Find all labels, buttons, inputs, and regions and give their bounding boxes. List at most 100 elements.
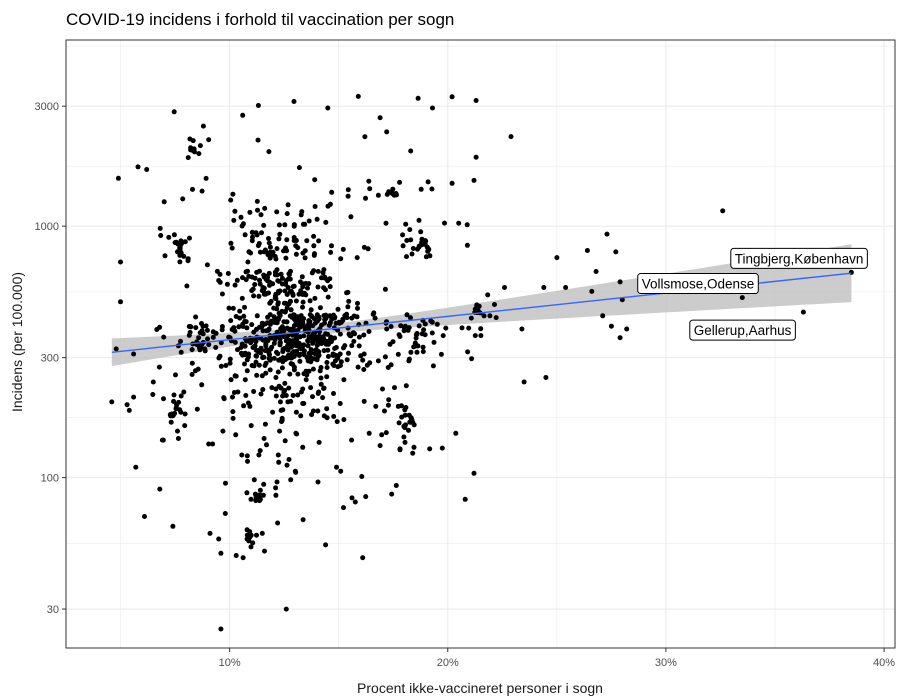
data-point: [263, 360, 269, 366]
data-point: [171, 398, 177, 404]
data-point: [252, 275, 258, 281]
data-point: [296, 165, 302, 171]
data-point: [315, 284, 321, 290]
data-point: [237, 308, 243, 314]
data-point: [359, 474, 365, 479]
data-point: [243, 393, 249, 398]
annotation-label: Vollsmose,Odense: [637, 273, 759, 295]
data-point: [230, 394, 235, 400]
data-point: [170, 412, 176, 418]
data-point: [188, 324, 194, 330]
data-point: [258, 345, 264, 351]
data-point: [324, 406, 330, 412]
data-point: [349, 495, 355, 501]
data-point: [290, 338, 296, 344]
data-point: [469, 356, 475, 362]
data-point: [241, 403, 247, 409]
data-point: [315, 408, 321, 414]
data-point: [408, 148, 414, 154]
data-point: [274, 329, 280, 335]
data-point: [301, 371, 307, 377]
data-point: [257, 487, 263, 493]
data-point: [298, 346, 304, 352]
data-point: [317, 305, 323, 311]
data-point: [617, 279, 623, 285]
data-point: [295, 321, 301, 326]
data-point: [323, 219, 329, 225]
data-point: [173, 239, 179, 245]
data-point: [193, 314, 199, 320]
data-point: [293, 430, 299, 436]
data-point: [399, 403, 404, 409]
data-point: [366, 430, 372, 436]
data-point: [277, 399, 283, 405]
data-point: [468, 315, 474, 321]
data-point: [187, 136, 193, 142]
data-point: [271, 305, 277, 311]
data-point: [131, 394, 137, 400]
data-point: [290, 361, 296, 367]
data-point: [189, 347, 195, 353]
data-point: [283, 255, 289, 261]
data-point: [294, 314, 300, 320]
data-point: [162, 253, 168, 259]
data-point: [402, 407, 408, 413]
data-point: [306, 368, 312, 374]
data-point: [473, 154, 479, 160]
data-point: [223, 480, 228, 486]
data-point: [340, 316, 346, 322]
data-point: [115, 175, 121, 181]
data-point: [133, 464, 139, 470]
data-point: [251, 293, 257, 299]
data-point: [177, 245, 183, 251]
data-point: [299, 209, 305, 215]
data-point: [383, 220, 389, 226]
data-point: [409, 251, 415, 257]
data-point: [351, 338, 357, 344]
data-point: [186, 332, 192, 338]
data-point: [178, 409, 184, 415]
data-point: [345, 289, 351, 295]
data-point: [301, 352, 307, 358]
data-point: [508, 134, 514, 140]
data-point: [308, 307, 314, 313]
data-point: [135, 164, 141, 170]
data-point: [402, 412, 408, 418]
data-point: [217, 353, 223, 359]
data-point: [418, 229, 424, 235]
data-point: [291, 223, 297, 229]
data-point: [253, 353, 259, 359]
data-point: [245, 354, 251, 360]
data-point: [285, 202, 291, 208]
data-point: [256, 495, 262, 501]
data-point: [113, 346, 119, 352]
data-point: [254, 313, 260, 319]
data-point: [256, 452, 262, 458]
data-point: [362, 134, 368, 140]
data-point: [397, 334, 403, 339]
data-point: [333, 320, 339, 326]
data-point: [288, 398, 294, 404]
data-point: [284, 211, 290, 217]
data-point: [329, 189, 335, 195]
data-point: [175, 436, 181, 441]
annotation-box: [689, 319, 796, 341]
data-point: [260, 492, 266, 498]
data-point: [274, 479, 280, 485]
data-point: [326, 322, 332, 328]
data-point: [340, 246, 346, 252]
data-point: [300, 517, 306, 523]
data-point: [277, 231, 283, 237]
data-point: [274, 246, 280, 252]
data-point: [327, 284, 333, 290]
data-point: [287, 371, 293, 377]
data-points: [109, 93, 854, 632]
data-point: [236, 324, 242, 330]
data-point: [257, 281, 263, 287]
data-point: [429, 186, 435, 192]
data-point: [235, 347, 240, 353]
data-point: [249, 229, 255, 235]
data-point: [271, 355, 277, 361]
data-point: [354, 314, 360, 320]
data-point: [202, 346, 208, 352]
